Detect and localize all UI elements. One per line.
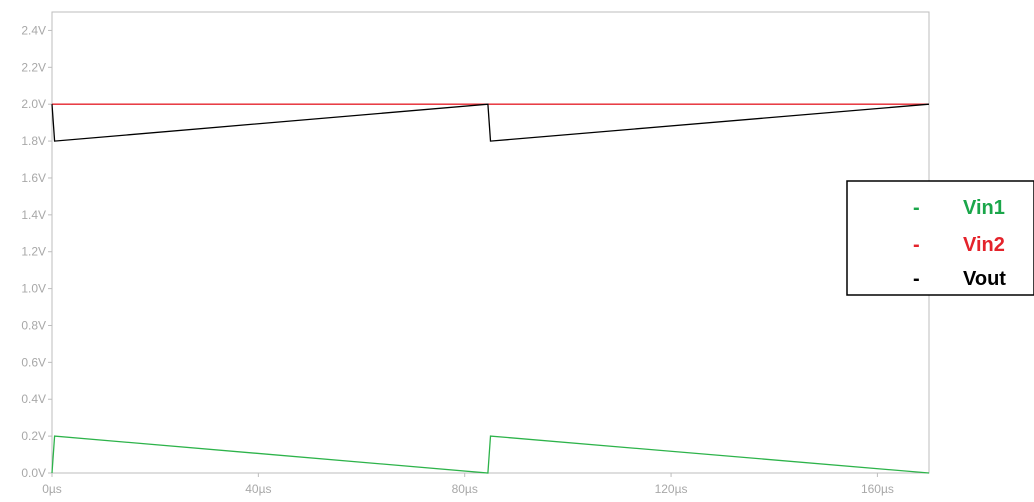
y-tick-label: 2.4V bbox=[21, 23, 46, 37]
y-tick-label: 0.0V bbox=[21, 466, 46, 480]
plot-frame bbox=[51, 11, 930, 474]
y-tick-label: 0.8V bbox=[21, 318, 46, 332]
x-tick-label: 160µs bbox=[861, 482, 894, 496]
legend-label-vout: Vout bbox=[963, 268, 1006, 290]
x-tick-label: 120µs bbox=[655, 482, 688, 496]
y-tick-label: 1.4V bbox=[21, 208, 46, 222]
y-tick-label: 1.2V bbox=[21, 245, 46, 259]
legend-marker-vin1: - bbox=[913, 197, 920, 219]
legend-entry-vout: - Vout bbox=[913, 268, 1006, 290]
x-tick-label: 40µs bbox=[245, 482, 271, 496]
y-tick-label: 1.0V bbox=[21, 282, 46, 296]
series-line-vin1 bbox=[51, 435, 930, 474]
chart-series bbox=[51, 103, 930, 474]
y-tick-label: 0.2V bbox=[21, 429, 46, 443]
legend-box bbox=[846, 180, 1034, 296]
y-tick-label: 2.2V bbox=[21, 60, 46, 74]
legend-entry-vin1: - Vin1 bbox=[913, 197, 1005, 219]
x-tick-label: 80µs bbox=[452, 482, 478, 496]
y-tick-label: 1.6V bbox=[21, 171, 46, 185]
y-tick-label: 0.6V bbox=[21, 355, 46, 369]
legend-label-vin1: Vin1 bbox=[963, 197, 1005, 219]
chart-legend: - Vin1 - Vin2 - Vout bbox=[846, 180, 1034, 296]
legend-label-vin2: Vin2 bbox=[963, 234, 1005, 256]
legend-marker-vin2: - bbox=[913, 234, 920, 256]
series-line-vout bbox=[51, 103, 930, 142]
chart-axes: 0.0V 0.2V 0.4V 0.6V 0.8V 1.0V 1.2V 1.4V 1.6V 1.8V… bbox=[21, 11, 930, 496]
legend-entry-vin2: - Vin2 bbox=[913, 234, 1005, 256]
y-tick-label: 0.4V bbox=[21, 392, 46, 406]
legend-marker-vout: - bbox=[913, 268, 920, 290]
y-tick-label: 1.8V bbox=[21, 134, 46, 148]
x-tick-label: 0µs bbox=[42, 482, 62, 496]
y-tick-label: 2.0V bbox=[21, 97, 46, 111]
